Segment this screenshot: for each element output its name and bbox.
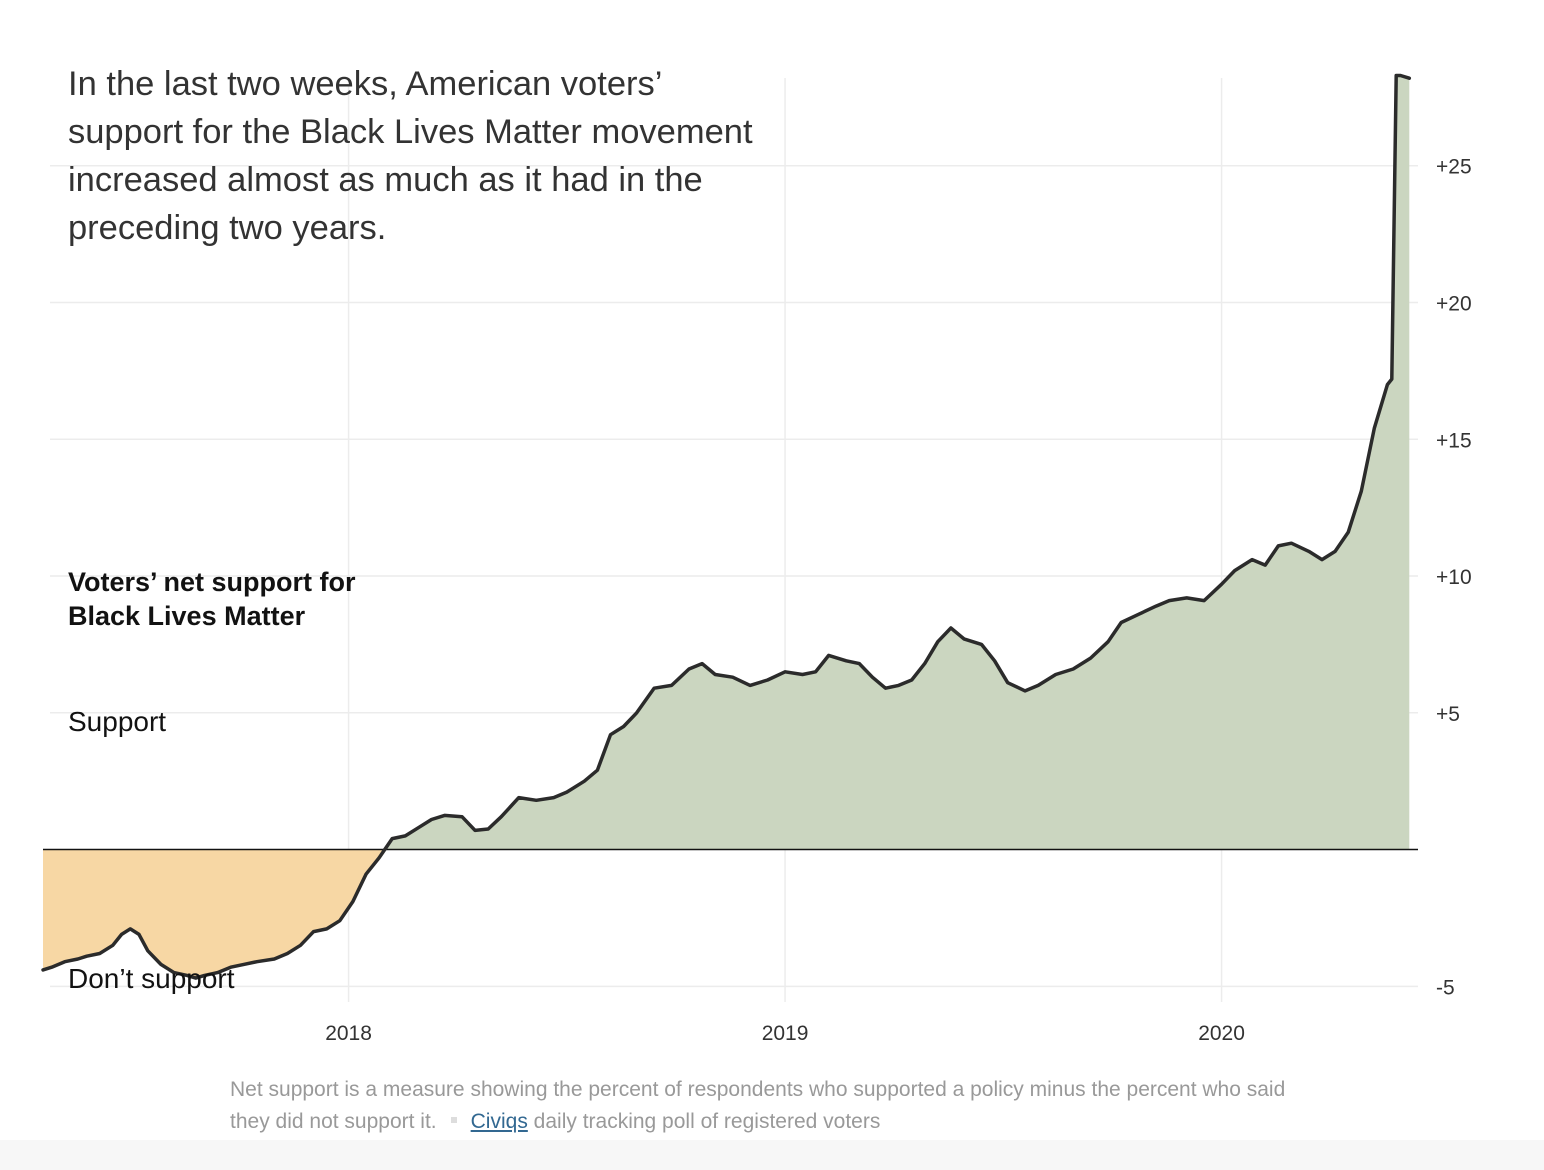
- separator-square: [450, 1117, 457, 1124]
- y-tick-label: -5: [1436, 976, 1455, 999]
- y-tick-label: +10: [1436, 566, 1472, 589]
- note-text: Net support is a measure showing the per…: [230, 1078, 1286, 1133]
- x-tick-label: 2020: [1198, 1022, 1245, 1045]
- y-tick-label: +20: [1436, 293, 1472, 316]
- chart: +25 +20 +15 +10 +5 -5 2018 2019 2020: [41, 73, 1472, 1045]
- civiqs-link[interactable]: Civiqs: [470, 1110, 528, 1133]
- source-note: Net support is a measure showing the per…: [230, 1074, 1330, 1138]
- x-tick-label: 2019: [762, 1022, 809, 1045]
- source-text: daily tracking poll of registered voters: [533, 1110, 881, 1133]
- chart-label: Voters’ net support for Black Lives Matt…: [68, 567, 356, 631]
- y-tick-label: +15: [1436, 429, 1472, 452]
- x-axis-ticks: 2018 2019 2020: [325, 1022, 1245, 1045]
- y-axis-ticks: +25 +20 +15 +10 +5 -5: [1436, 156, 1472, 1000]
- footer-band: [0, 1140, 1544, 1170]
- headline: In the last two weeks, American voters’ …: [68, 65, 753, 247]
- support-label: Support: [68, 706, 167, 737]
- net-support-line: [41, 73, 1412, 980]
- dont-support-label: Don’t support: [68, 963, 235, 994]
- y-tick-label: +5: [1436, 703, 1460, 726]
- x-tick-label: 2018: [325, 1022, 372, 1045]
- y-tick-label: +25: [1436, 156, 1472, 179]
- negative-area: [43, 849, 1410, 979]
- positive-area: [384, 75, 1410, 850]
